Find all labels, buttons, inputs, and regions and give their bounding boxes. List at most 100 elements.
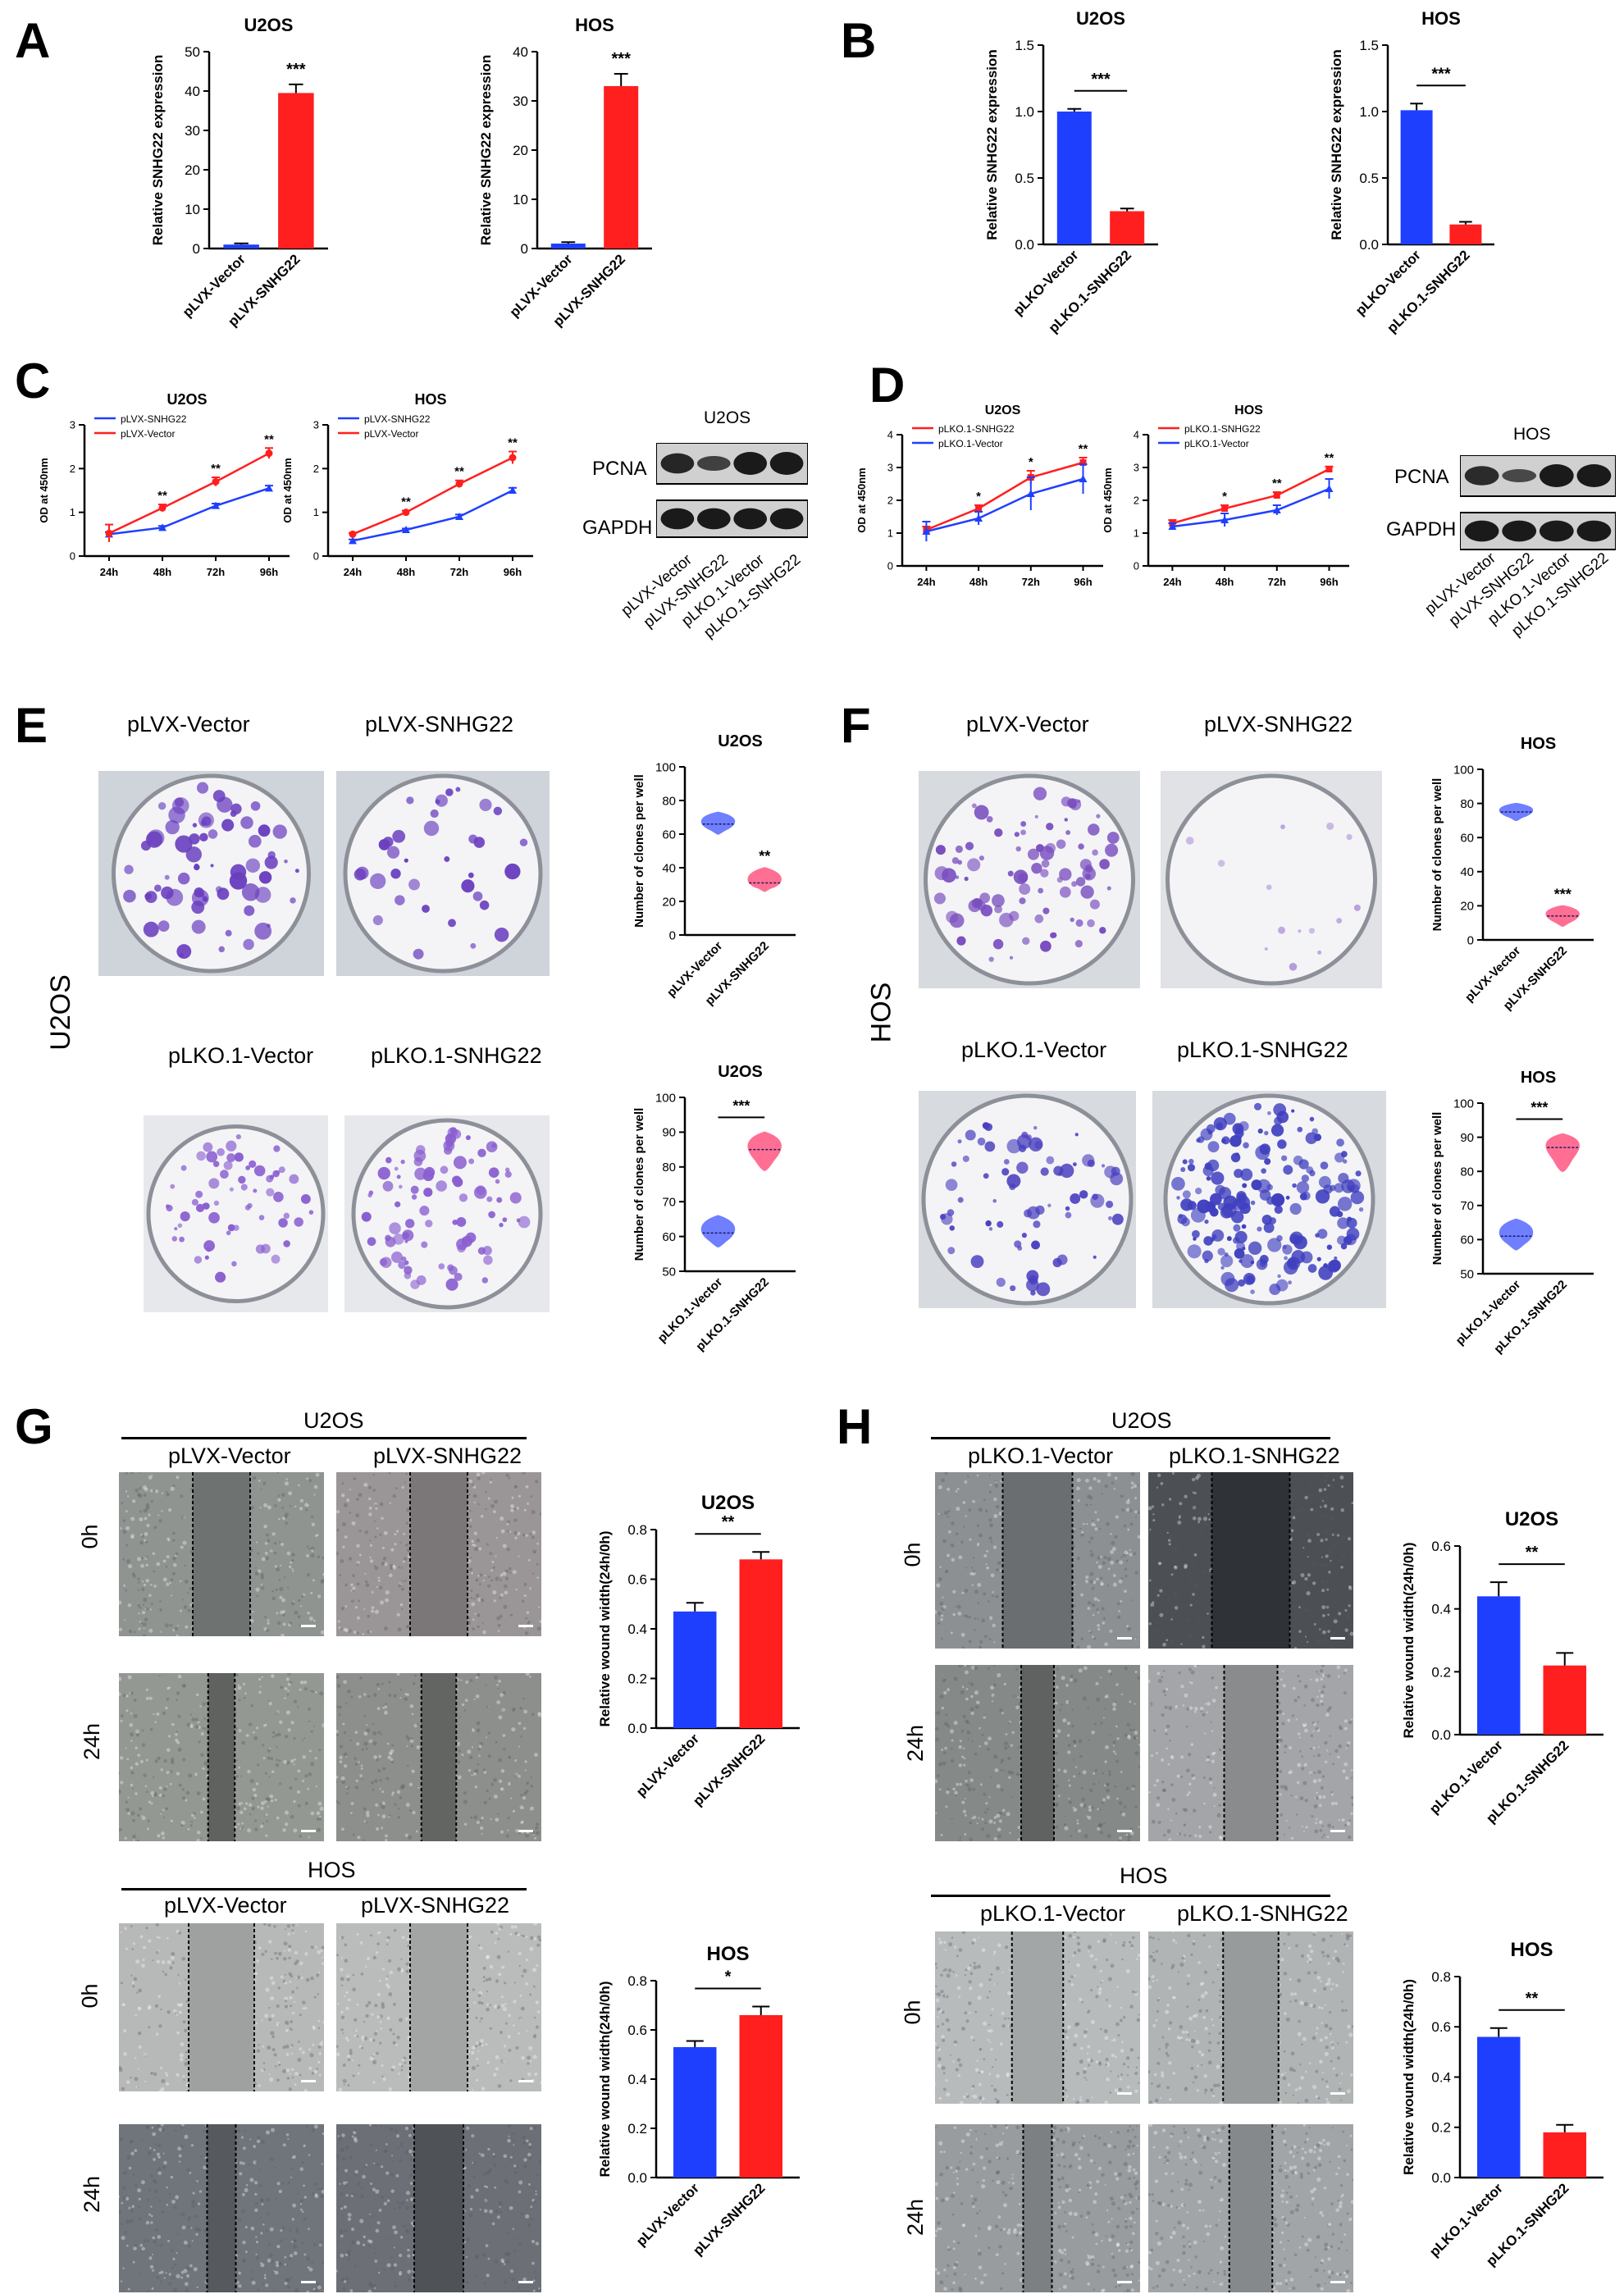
woundG6-cell-323 xyxy=(400,2068,404,2072)
woundH2-cell-12 xyxy=(1327,1551,1331,1555)
woundH1-cell-213 xyxy=(1089,1549,1093,1553)
woundG7-cell-182 xyxy=(321,2163,323,2165)
woundG4-cell-322 xyxy=(390,1758,394,1762)
woundG1-cell-354 xyxy=(294,1505,297,1508)
woundG3-cell-63 xyxy=(289,1681,293,1685)
woundH1-gap xyxy=(1002,1472,1073,1649)
woundG7-cell-116 xyxy=(289,2228,292,2232)
plateF4-colony-135 xyxy=(1236,1195,1251,1210)
woundG2-cell-185 xyxy=(490,1479,492,1481)
woundG2-cell-298 xyxy=(525,1484,529,1489)
woundG2-cell-181 xyxy=(405,1472,408,1475)
plateE1-colony-13 xyxy=(225,929,232,937)
plateF1-colony-61 xyxy=(1075,919,1083,927)
woundG4-cell-27 xyxy=(518,1722,522,1726)
woundG7-cell-361 xyxy=(293,2245,298,2249)
woundG8-cell-263 xyxy=(412,2254,415,2257)
woundG7-cell-206 xyxy=(154,2196,157,2199)
woundG2-cell-35 xyxy=(373,1502,378,1507)
woundG1-cell-86 xyxy=(283,1576,286,1579)
woundG4-cell-73 xyxy=(404,1697,408,1701)
woundG4-cell-306 xyxy=(480,1819,482,1822)
woundG3-cell-75 xyxy=(203,1727,207,1731)
woundG2-cell-30 xyxy=(522,1472,526,1475)
woundG8-cell-221 xyxy=(464,2167,467,2169)
woundG8-cell-358 xyxy=(336,2155,340,2159)
woundG6-cell-326 xyxy=(407,1971,409,1973)
woundG3-cell-294 xyxy=(202,1797,206,1801)
woundG7-cell-11 xyxy=(168,2282,172,2286)
plateE1-colony-48 xyxy=(290,897,296,904)
plateF4-colony-140 xyxy=(1320,1161,1329,1170)
woundG4-cell-202 xyxy=(397,1816,401,1819)
woundG7-cell-8 xyxy=(285,2132,290,2137)
woundG3-cell-188 xyxy=(240,1827,244,1831)
F1-ytick-label-5: 100 xyxy=(1453,763,1474,777)
plateF2-colony-1 xyxy=(1278,926,1285,934)
woundG1-cell-52 xyxy=(271,1532,276,1536)
woundG6-cell-260 xyxy=(357,2072,360,2075)
woundG5-cell-14 xyxy=(268,2073,271,2076)
woundG6-cell-311 xyxy=(527,2062,530,2065)
plateE4-colony-77 xyxy=(411,1194,417,1200)
H1-ytick-label-2: 0.4 xyxy=(1431,1602,1451,1617)
woundG4-cell-303 xyxy=(366,1724,368,1726)
woundG3-cell-184 xyxy=(135,1792,138,1795)
plateF1-colony-30 xyxy=(1105,843,1119,857)
woundG8-cell-92 xyxy=(407,2269,412,2274)
woundG4-cell-188 xyxy=(519,1707,522,1710)
woundG3-cell-253 xyxy=(168,1686,171,1690)
woundG5-cell-247 xyxy=(256,1959,259,1963)
woundG5-cell-76 xyxy=(290,2045,294,2048)
woundH2-cell-118 xyxy=(1187,1633,1190,1636)
woundG4-cell-358 xyxy=(520,1821,523,1824)
woundG7-cell-289 xyxy=(139,2243,144,2247)
woundG6-cell-136 xyxy=(529,1936,534,1941)
woundG7-cell-258 xyxy=(124,2170,128,2175)
woundG7-cell-281 xyxy=(311,2128,316,2132)
woundG8-cell-12 xyxy=(493,2163,497,2167)
woundG5-cell-11 xyxy=(313,1995,317,1999)
woundH1-cell-36 xyxy=(1088,1486,1093,1490)
woundG7-cell-42 xyxy=(301,2242,304,2245)
woundG5-cell-194 xyxy=(317,2045,322,2049)
plateF3-colony-59 xyxy=(1024,1209,1033,1218)
woundG4-cell-30 xyxy=(373,1755,377,1759)
plateF4-colony-38 xyxy=(1334,1183,1344,1193)
woundG4-cell-47 xyxy=(343,1764,348,1768)
woundG8-cell-295 xyxy=(531,2187,535,2189)
woundG8-cell-233 xyxy=(532,2289,536,2292)
plateE1-colony-37 xyxy=(143,921,159,937)
woundH1-cell-17 xyxy=(1100,1576,1103,1580)
woundG7-cell-107 xyxy=(254,2192,258,2196)
woundG4-cell-258 xyxy=(340,1776,345,1781)
plateE2-colony-22 xyxy=(430,809,439,819)
woundG7-cell-175 xyxy=(313,2182,317,2186)
woundG7-cell-141 xyxy=(119,2196,121,2198)
woundG4-cell-280 xyxy=(509,1756,511,1759)
woundH1-cell-295 xyxy=(937,1484,942,1489)
D2-sig-2: ** xyxy=(1272,477,1282,490)
plateE4-colony-11 xyxy=(453,1156,467,1170)
woundG2-cell-230 xyxy=(471,1484,475,1488)
woundG7-cell-368 xyxy=(157,2171,162,2175)
woundG7-cell-105 xyxy=(284,2263,287,2266)
plateE2-colony-2 xyxy=(408,878,420,891)
woundG5-cell-252 xyxy=(171,1961,175,1964)
woundH1-scalebar xyxy=(1117,1637,1132,1640)
woundG7-cell-250 xyxy=(268,2253,273,2258)
woundG5-cell-243 xyxy=(269,1995,275,2001)
woundG8-cell-166 xyxy=(533,2126,537,2130)
plateE2-colony-29 xyxy=(392,829,406,843)
woundG8-cell-255 xyxy=(500,2210,503,2214)
woundH2-cell-198 xyxy=(1197,1516,1202,1521)
woundG1-cell-109 xyxy=(290,1601,295,1606)
plateF1-colony-69 xyxy=(1092,849,1098,856)
woundG4-cell-329 xyxy=(346,1792,349,1795)
woundG1-cell-152 xyxy=(170,1486,175,1491)
woundG3-cell-156 xyxy=(239,1827,243,1830)
wb-c-pcna-label: PCNA xyxy=(592,458,647,480)
A2-bar-0 xyxy=(550,244,586,249)
woundG8-cell-328 xyxy=(468,2213,473,2218)
woundG6-cell-362 xyxy=(370,1934,373,1937)
